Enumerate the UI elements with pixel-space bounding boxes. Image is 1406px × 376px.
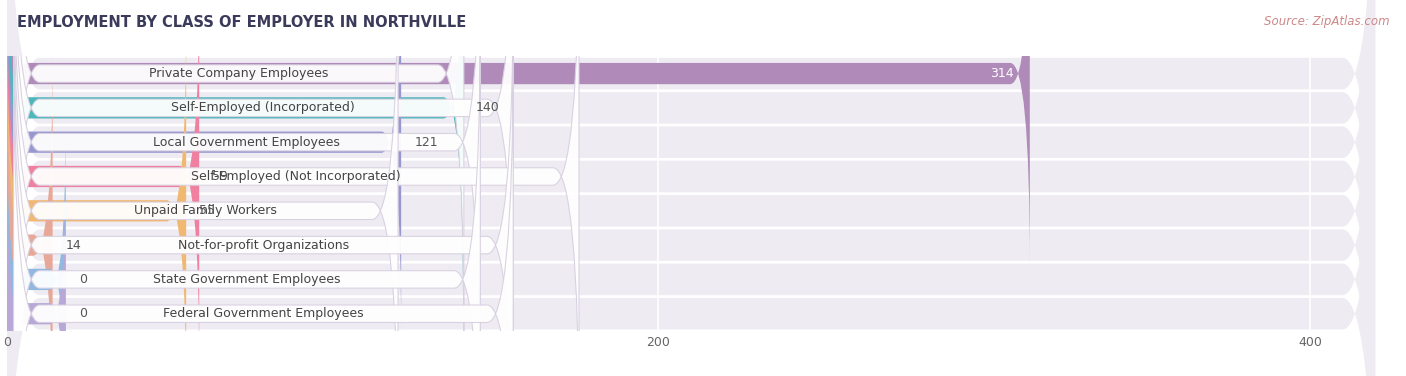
Text: Private Company Employees: Private Company Employees bbox=[149, 67, 329, 80]
FancyBboxPatch shape bbox=[7, 0, 200, 372]
FancyBboxPatch shape bbox=[7, 0, 1375, 376]
FancyBboxPatch shape bbox=[14, 0, 579, 376]
FancyBboxPatch shape bbox=[14, 0, 513, 374]
Text: 121: 121 bbox=[415, 136, 437, 149]
FancyBboxPatch shape bbox=[7, 0, 1375, 376]
FancyBboxPatch shape bbox=[7, 118, 66, 376]
Text: 314: 314 bbox=[990, 67, 1014, 80]
FancyBboxPatch shape bbox=[7, 0, 1375, 376]
FancyBboxPatch shape bbox=[14, 14, 481, 376]
FancyBboxPatch shape bbox=[7, 0, 463, 303]
FancyBboxPatch shape bbox=[7, 0, 401, 337]
FancyBboxPatch shape bbox=[7, 0, 1375, 376]
FancyBboxPatch shape bbox=[14, 0, 481, 376]
FancyBboxPatch shape bbox=[14, 0, 464, 339]
Text: Source: ZipAtlas.com: Source: ZipAtlas.com bbox=[1264, 15, 1389, 28]
Text: Self-Employed (Incorporated): Self-Employed (Incorporated) bbox=[172, 102, 356, 114]
Text: Not-for-profit Organizations: Not-for-profit Organizations bbox=[177, 239, 349, 252]
FancyBboxPatch shape bbox=[7, 15, 186, 376]
Text: Federal Government Employees: Federal Government Employees bbox=[163, 307, 364, 320]
FancyBboxPatch shape bbox=[7, 153, 66, 376]
Text: Unpaid Family Workers: Unpaid Family Workers bbox=[135, 204, 277, 217]
Text: 0: 0 bbox=[79, 307, 87, 320]
FancyBboxPatch shape bbox=[7, 0, 1375, 376]
FancyBboxPatch shape bbox=[7, 0, 1375, 376]
Text: 55: 55 bbox=[200, 204, 215, 217]
FancyBboxPatch shape bbox=[7, 0, 1029, 269]
Text: State Government Employees: State Government Employees bbox=[153, 273, 340, 286]
Text: 59: 59 bbox=[212, 170, 228, 183]
Text: Self-Employed (Not Incorporated): Self-Employed (Not Incorporated) bbox=[191, 170, 401, 183]
Text: 0: 0 bbox=[79, 273, 87, 286]
Text: EMPLOYMENT BY CLASS OF EMPLOYER IN NORTHVILLE: EMPLOYMENT BY CLASS OF EMPLOYER IN NORTH… bbox=[17, 15, 467, 30]
Text: 14: 14 bbox=[66, 239, 82, 252]
FancyBboxPatch shape bbox=[14, 0, 513, 376]
FancyBboxPatch shape bbox=[7, 0, 1375, 376]
FancyBboxPatch shape bbox=[14, 0, 398, 376]
Text: 140: 140 bbox=[477, 102, 499, 114]
FancyBboxPatch shape bbox=[7, 0, 1375, 376]
Text: Local Government Employees: Local Government Employees bbox=[153, 136, 340, 149]
FancyBboxPatch shape bbox=[14, 48, 513, 376]
FancyBboxPatch shape bbox=[7, 50, 52, 376]
